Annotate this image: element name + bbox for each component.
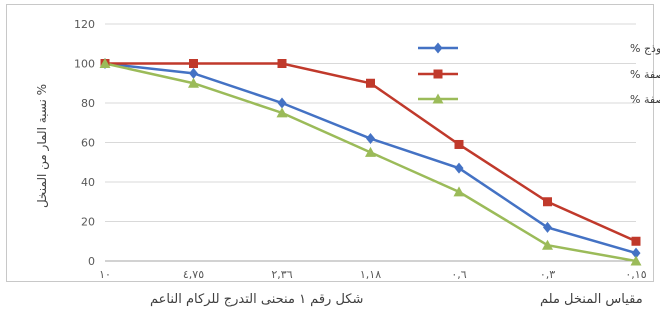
data-point-marker	[432, 93, 444, 104]
data-point-marker	[543, 197, 552, 207]
data-point-marker	[631, 247, 641, 259]
data-point-marker	[366, 78, 375, 88]
x-tick-label: ٤,٧٥	[183, 268, 204, 281]
data-point-marker	[454, 139, 464, 149]
data-point-marker	[630, 255, 642, 266]
data-point-marker	[631, 236, 641, 246]
data-point-marker	[433, 69, 443, 79]
legend: نسبة المار للنموذج % المار الحد الأعلى لل…	[418, 42, 660, 106]
y-tick-label: 80	[81, 97, 95, 110]
y-tick-label: 60	[81, 137, 95, 150]
x-axis-unit-label: مقياس المنخل ملم	[540, 292, 643, 307]
data-point-marker	[453, 186, 465, 197]
x-tick-label: ٠,٦	[451, 268, 466, 281]
series-line-3	[104, 62, 637, 263]
legend-label: المار الحد الأعلى للمواصفة %	[630, 67, 660, 81]
y-axis-label: نسبة المار من المنخل %	[35, 84, 50, 208]
data-point-marker	[366, 133, 375, 145]
data-point-marker	[365, 146, 376, 157]
data-point-marker	[433, 42, 443, 54]
x-tick-label: ٠,٣	[540, 268, 555, 281]
x-tick-label: ٢,٣٦	[271, 268, 292, 281]
x-tick-label: ١٠	[99, 268, 111, 281]
y-tick-label: 40	[81, 176, 95, 189]
data-point-marker	[189, 67, 198, 79]
data-point-marker	[189, 59, 198, 68]
gridlines	[105, 23, 636, 262]
series-lines	[104, 62, 637, 263]
legend-label: المار الحد الأدنى للمواصفة %	[630, 92, 660, 106]
y-tick-label: 120	[74, 18, 95, 31]
data-point-marker	[99, 58, 111, 68]
y-tick-labels: 0 20 40 60 80 100 120	[74, 18, 95, 268]
data-point-marker	[277, 97, 287, 109]
x-tick-labels: ١٠ ٤,٧٥ ٢,٣٦ ١,١٨ ٠,٦ ٠,٣ ٠,١٥	[99, 268, 647, 281]
data-point-marker	[543, 221, 552, 233]
series-line-1	[104, 62, 637, 255]
data-point-marker	[188, 77, 199, 88]
data-point-marker	[277, 59, 287, 68]
y-tick-label: 100	[74, 58, 95, 71]
data-point-marker	[542, 239, 553, 250]
data-point-marker	[454, 162, 464, 174]
y-tick-label: 20	[81, 216, 95, 229]
y-tick-label: 0	[88, 255, 95, 268]
series-markers	[99, 58, 642, 266]
figure-caption: شكل رقم ١ منحنى التدرج للركام الناعم	[150, 292, 364, 307]
x-tick-label: ٠,١٥	[625, 268, 646, 281]
data-point-marker	[276, 107, 288, 118]
legend-label: نسبة المار للنموذج %	[630, 42, 660, 55]
x-tick-label: ١,١٨	[360, 268, 381, 281]
